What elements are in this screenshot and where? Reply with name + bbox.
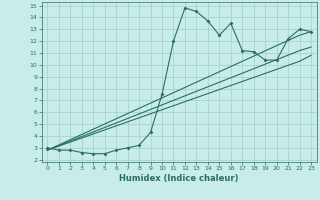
X-axis label: Humidex (Indice chaleur): Humidex (Indice chaleur) — [119, 174, 239, 183]
